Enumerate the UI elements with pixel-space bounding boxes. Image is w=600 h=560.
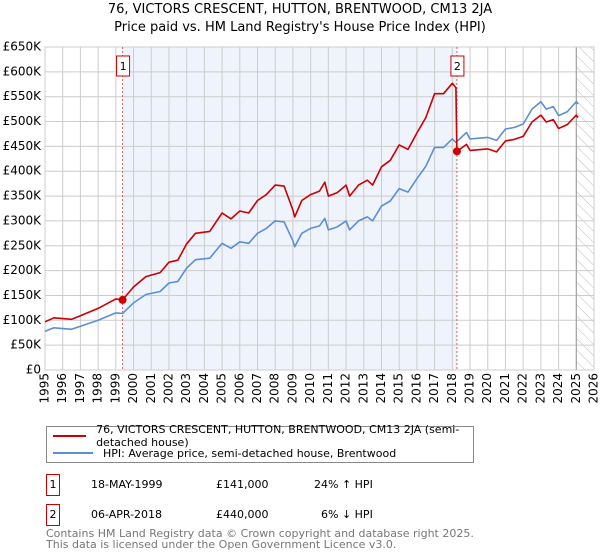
y-tick-label: £100K	[3, 313, 43, 327]
sale-badge	[116, 55, 131, 77]
footer-copyright: Contains HM Land Registry data © Crown c…	[46, 527, 474, 540]
y-tick-label: £50K	[10, 338, 42, 352]
legend-item-property: 76, VICTORS CRESCENT, HUTTON, BRENTWOOD,…	[53, 423, 473, 449]
x-tick-label: 2016	[409, 373, 423, 404]
x-tick-label: 2005	[215, 373, 229, 404]
footer-licence: This data is licensed under the Open Gov…	[46, 538, 397, 551]
sale-point	[452, 147, 461, 156]
y-tick-label: £400K	[3, 164, 43, 178]
x-tick-label: 2000	[126, 373, 140, 404]
x-tick-label: 2001	[144, 373, 158, 404]
x-tick-label: 2015	[392, 373, 406, 404]
sale-badge	[450, 55, 465, 77]
x-tick-label: 1995	[38, 373, 52, 404]
transaction-row: 1 18-MAY-1999 £141,000 24% ↑ HPI	[46, 474, 466, 496]
x-tick-label: 1996	[55, 373, 69, 404]
y-tick-label: £150K	[3, 288, 43, 302]
legend-item-hpi: HPI: Average price, semi-detached house,…	[53, 445, 396, 461]
transaction-price: £440,000	[216, 508, 269, 521]
chart-title: 76, VICTORS CRESCENT, HUTTON, BRENTWOOD,…	[107, 2, 493, 17]
transaction-date: 06-APR-2018	[91, 508, 163, 521]
sale-point	[118, 295, 127, 304]
footer: Contains HM Land Registry data © Crown c…	[46, 528, 474, 550]
x-tick-label: 1999	[108, 373, 122, 404]
transaction-badge: 1	[46, 474, 60, 496]
x-tick-label: 2004	[197, 373, 211, 404]
hpi-line	[44, 100, 579, 332]
chart-subtitle: Price paid vs. HM Land Registry's House …	[114, 20, 486, 35]
legend-label-hpi: HPI: Average price, semi-detached house,…	[103, 446, 397, 460]
y-tick-label: £350K	[3, 189, 43, 203]
x-tick-label: 2006	[232, 373, 246, 404]
x-tick-label: 2024	[551, 373, 565, 404]
x-tick-label: 2026	[587, 373, 600, 404]
legend: 76, VICTORS CRESCENT, HUTTON, BRENTWOOD,…	[46, 423, 474, 463]
transaction-badge: 2	[46, 504, 60, 526]
x-tick-label: 2012	[339, 373, 353, 404]
y-tick-label: £550K	[3, 89, 43, 103]
ownership-shading	[122, 47, 457, 370]
x-tick-label: 2023	[533, 373, 547, 404]
transaction-row: 2 06-APR-2018 £440,000 6% ↓ HPI	[46, 504, 466, 526]
x-tick-label: 2007	[250, 373, 264, 404]
x-tick-label: 2014	[374, 373, 388, 404]
plot-border	[44, 46, 595, 371]
x-tick-label: 2017	[427, 373, 441, 404]
x-tick-label: 2003	[179, 373, 193, 404]
y-tick-label: £450K	[3, 139, 43, 153]
transaction-hpi-diff: 6% ↓ HPI	[321, 508, 373, 521]
x-tick-label: 2018	[445, 373, 459, 404]
x-tick-label: 2010	[303, 373, 317, 404]
y-tick-label: £600K	[3, 64, 43, 78]
transaction-date: 18-MAY-1999	[91, 478, 163, 491]
x-tick-label: 2019	[463, 373, 477, 404]
price-chart: 1995 1996 1997 1998 1999 2000 2001 2002 2003 2004…	[3, 40, 600, 404]
sale-badge-label: 1	[120, 60, 127, 73]
transaction-price: £141,000	[216, 478, 269, 491]
x-tick-label: 1998	[91, 373, 105, 404]
x-tick-label: 2009	[285, 373, 299, 404]
property-price-line	[44, 82, 579, 323]
x-tick-label: 2025	[569, 373, 583, 404]
y-tick-label: £250K	[3, 238, 43, 252]
y-tick-label: £300K	[3, 213, 43, 227]
x-tick-label: 2020	[480, 373, 494, 404]
legend-swatch-hpi	[53, 452, 93, 454]
legend-swatch-property	[53, 435, 87, 437]
x-tick-label: 1997	[73, 373, 87, 404]
sale-badge-label: 2	[454, 60, 461, 73]
y-tick-label: £500K	[3, 114, 43, 128]
y-tick-label: £650K	[3, 40, 43, 54]
y-tick-label: £0	[26, 363, 41, 377]
y-tick-label: £200K	[3, 263, 43, 277]
x-tick-label: 2022	[516, 373, 530, 404]
x-tick-label: 2011	[321, 373, 335, 404]
x-tick-label: 2013	[356, 373, 370, 404]
hatched-region	[576, 47, 594, 370]
x-tick-label: 2008	[268, 373, 282, 404]
x-tick-label: 2021	[498, 373, 512, 404]
transaction-hpi-diff: 24% ↑ HPI	[314, 478, 373, 491]
x-tick-label: 2002	[161, 373, 175, 404]
legend-label-property: 76, VICTORS CRESCENT, HUTTON, BRENTWOOD,…	[96, 423, 460, 449]
